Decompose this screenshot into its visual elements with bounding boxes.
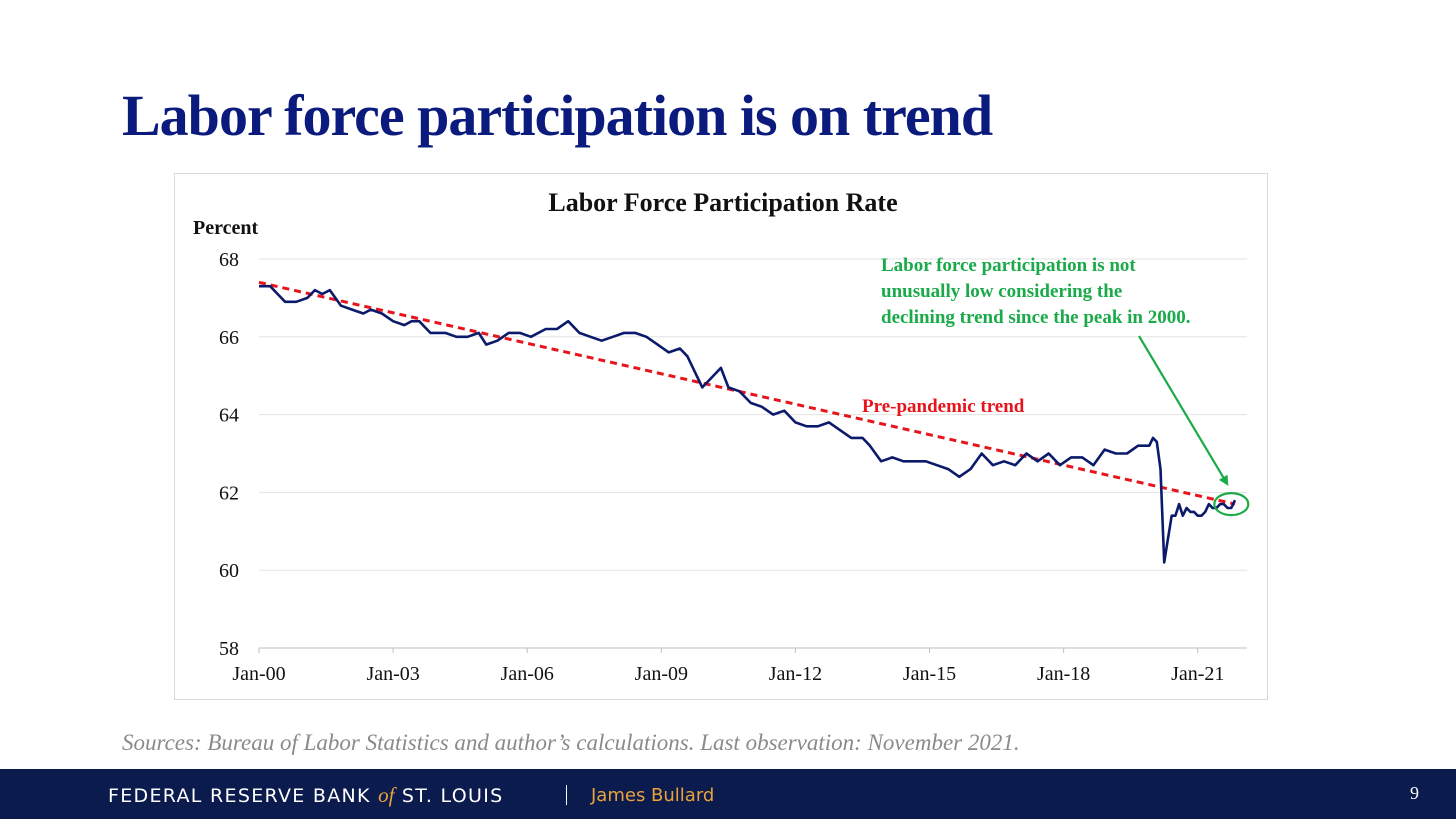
x-tick-label: Jan-03	[366, 663, 419, 685]
x-tick-label: Jan-18	[1037, 663, 1090, 685]
chart-svg: Labor Force Participation Rate Percent 6…	[193, 188, 1250, 685]
page-number: 9	[1410, 783, 1419, 803]
x-tick-labels: Jan-00 Jan-03 Jan-06 Jan-09 Jan-12 Jan-15 Jan-…	[232, 663, 1224, 685]
annotation-line: unusually low considering the	[881, 281, 1122, 302]
y-tick-label: 66	[219, 327, 239, 349]
chart-title: Labor Force Participation Rate	[548, 188, 897, 217]
footer-bar: FEDERAL RESERVE BANK of ST. LOUIS James …	[0, 769, 1456, 819]
footer-org-name: FEDERAL RESERVE BANK of ST. LOUIS	[108, 783, 503, 808]
y-axis-label: Percent	[193, 217, 258, 239]
trend-line	[258, 280, 1236, 506]
sources-note: Sources: Bureau of Labor Statistics and …	[122, 730, 1020, 755]
y-tick-label: 64	[219, 405, 239, 427]
series-line	[259, 284, 1237, 564]
y-tick-label: 58	[219, 638, 239, 660]
trend-label: Pre-pandemic trend	[862, 396, 1025, 417]
org-name-part1: FEDERAL RESERVE BANK	[108, 785, 371, 807]
chart-frame: Labor Force Participation Rate Percent 6…	[174, 173, 1268, 700]
annotation-text: Labor force participation is not unusual…	[881, 255, 1190, 328]
footer-separator	[566, 785, 567, 805]
org-name-part2: ST. LOUIS	[401, 785, 504, 807]
footer-speaker: James Bullard	[591, 785, 715, 806]
y-tick-label: 68	[219, 249, 239, 271]
x-tick-label: Jan-12	[769, 663, 822, 685]
org-name-of: of	[378, 783, 395, 807]
slide-title: Labor force participation is on trend	[122, 83, 993, 148]
x-tick-label: Jan-15	[903, 663, 956, 685]
x-tick-label: Jan-06	[501, 663, 554, 685]
annotation-circle	[1213, 492, 1250, 517]
annotation-line: Labor force participation is not	[881, 255, 1136, 276]
y-tick-labels: 68 66 64 62 60 58	[219, 249, 239, 660]
x-tick-label: Jan-00	[232, 663, 285, 685]
y-tick-label: 62	[219, 482, 239, 504]
annotation-arrow	[1138, 335, 1229, 486]
x-tick-label: Jan-09	[635, 663, 688, 685]
annotation-line: declining trend since the peak in 2000.	[881, 307, 1190, 328]
grid-layer	[258, 258, 1247, 653]
x-tick-label: Jan-21	[1171, 663, 1224, 685]
y-tick-label: 60	[219, 560, 239, 582]
